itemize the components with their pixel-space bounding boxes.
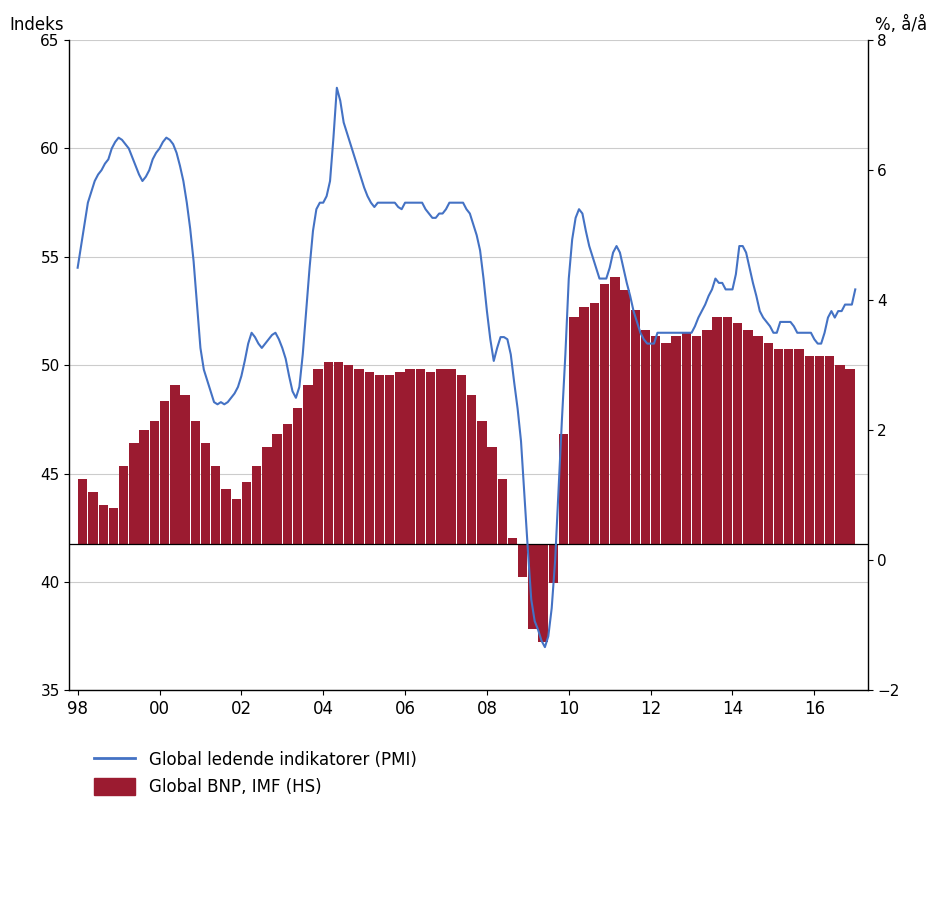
Bar	[323, 362, 332, 544]
Bar	[589, 303, 598, 544]
Bar	[497, 479, 506, 544]
Bar	[303, 384, 313, 544]
Bar	[548, 544, 558, 583]
Bar	[435, 369, 446, 544]
Bar	[160, 401, 169, 544]
Bar	[395, 372, 404, 544]
Bar	[344, 365, 353, 544]
Bar	[313, 369, 323, 544]
Bar	[88, 492, 97, 544]
Bar	[129, 444, 139, 544]
Bar	[150, 421, 159, 544]
Bar	[333, 362, 343, 544]
Bar	[181, 394, 190, 544]
Bar	[661, 343, 670, 544]
Bar	[834, 365, 843, 544]
Bar	[783, 349, 793, 544]
Bar	[466, 394, 475, 544]
Bar	[374, 375, 384, 544]
Bar	[701, 330, 710, 544]
Bar	[609, 278, 619, 544]
Bar	[599, 284, 608, 544]
Text: %, å/å: %, å/å	[874, 15, 927, 34]
Bar	[385, 375, 394, 544]
Bar	[804, 355, 813, 544]
Bar	[293, 407, 302, 544]
Bar	[568, 316, 578, 544]
Bar	[773, 349, 782, 544]
Bar	[753, 336, 762, 544]
Bar	[252, 466, 261, 544]
Bar	[446, 369, 455, 544]
Bar	[262, 446, 271, 544]
Bar	[98, 505, 108, 544]
Text: Indeks: Indeks	[9, 15, 65, 34]
Bar	[354, 369, 363, 544]
Bar	[640, 330, 650, 544]
Bar	[518, 544, 527, 577]
Bar	[711, 316, 721, 544]
Bar	[283, 424, 292, 544]
Bar	[732, 323, 741, 544]
Bar	[476, 421, 486, 544]
Bar	[190, 421, 199, 544]
Bar	[109, 508, 118, 544]
Bar	[742, 330, 752, 544]
Bar	[620, 291, 629, 544]
Bar	[794, 349, 803, 544]
Bar	[538, 544, 548, 641]
Bar	[578, 307, 588, 544]
Bar	[200, 444, 210, 544]
Bar	[405, 369, 415, 544]
Bar	[722, 316, 731, 544]
Bar	[681, 333, 691, 544]
Bar	[426, 372, 435, 544]
Bar	[170, 384, 180, 544]
Bar	[691, 336, 701, 544]
Bar	[241, 482, 251, 544]
Bar	[487, 446, 496, 544]
Bar	[763, 343, 772, 544]
Bar	[231, 498, 241, 544]
Bar	[528, 544, 537, 629]
Legend: Global ledende indikatorer (PMI), Global BNP, IMF (HS): Global ledende indikatorer (PMI), Global…	[94, 752, 417, 796]
Bar	[507, 537, 517, 544]
Bar	[824, 355, 833, 544]
Bar	[456, 375, 465, 544]
Bar	[364, 372, 373, 544]
Bar	[211, 466, 220, 544]
Bar	[221, 489, 230, 544]
Bar	[119, 466, 128, 544]
Bar	[844, 369, 854, 544]
Bar	[559, 434, 568, 544]
Bar	[272, 434, 282, 544]
Bar	[651, 336, 660, 544]
Bar	[671, 336, 680, 544]
Bar	[814, 355, 824, 544]
Bar	[630, 310, 639, 544]
Bar	[139, 430, 149, 544]
Bar	[78, 479, 87, 544]
Bar	[416, 369, 425, 544]
